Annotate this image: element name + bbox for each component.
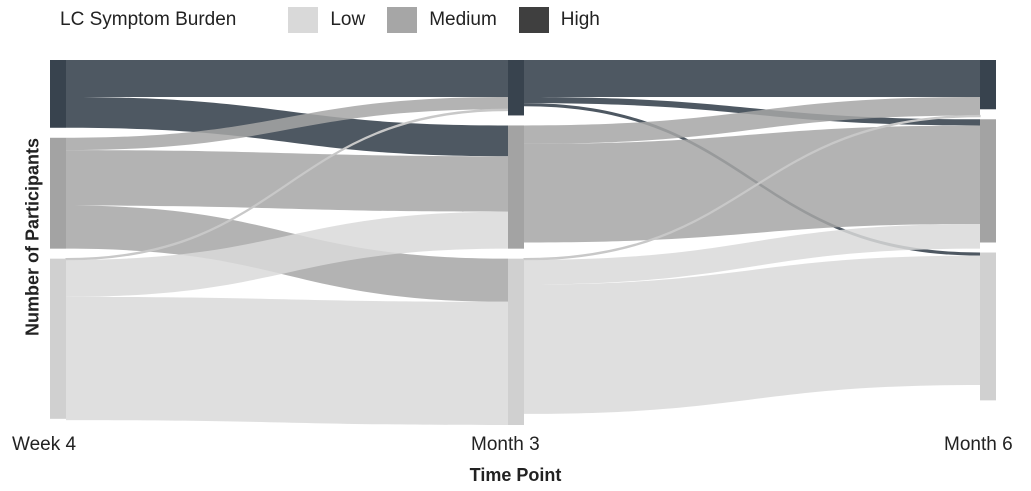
node-month-3-high <box>508 60 524 116</box>
flow-week-4-low-to-month-3-low <box>66 296 508 425</box>
flow-month-3-medium-to-month-6-high <box>524 96 980 144</box>
legend-label-high: High <box>560 9 600 30</box>
node-month-3-medium <box>508 125 524 249</box>
x-axis-label: Time Point <box>469 465 562 485</box>
flow-month-3-high-to-month-6-high <box>524 60 980 97</box>
legend-swatch-low <box>288 7 319 33</box>
node-month-6-high <box>980 60 996 110</box>
legend-item-high: High <box>518 7 600 33</box>
legend-label-low: Low <box>330 9 366 30</box>
flow-month-3-low-to-month-6-medium <box>524 224 980 285</box>
flow-week-4-low-to-month-3-medium <box>66 211 508 297</box>
x-tick-month-6: Month 6 <box>944 434 1013 455</box>
node-week-4-medium <box>50 137 66 249</box>
flow-week-4-high-to-month-3-high <box>66 60 508 97</box>
node-month-6-low <box>980 252 996 401</box>
flow-week-4-medium-to-month-3-high <box>66 96 508 151</box>
flow-month-3-low-to-month-6-low <box>524 255 980 414</box>
x-tick-week-4: Week 4 <box>12 434 77 455</box>
node-week-4-high <box>50 60 66 128</box>
x-tick-month-3: Month 3 <box>471 434 540 455</box>
legend-item-medium: Medium <box>387 7 497 33</box>
legend-swatch-high <box>518 7 549 33</box>
legend-swatch-medium <box>387 7 418 33</box>
flow-month-3-medium-to-month-6-medium <box>524 125 980 243</box>
flow-month-3-low-to-month-6-high <box>523 114 981 261</box>
node-week-4-low <box>50 258 66 419</box>
legend-item-low: Low <box>288 7 365 33</box>
node-month-3-low <box>508 258 524 425</box>
legend: LC Symptom Burden Low Medium High <box>60 6 622 34</box>
flow-week-4-medium-to-month-3-medium <box>66 150 508 212</box>
y-axis-label: Number of Participants <box>22 137 43 337</box>
node-month-6-medium <box>980 119 996 243</box>
legend-label-medium: Medium <box>429 9 497 30</box>
legend-title: LC Symptom Burden <box>60 9 237 30</box>
